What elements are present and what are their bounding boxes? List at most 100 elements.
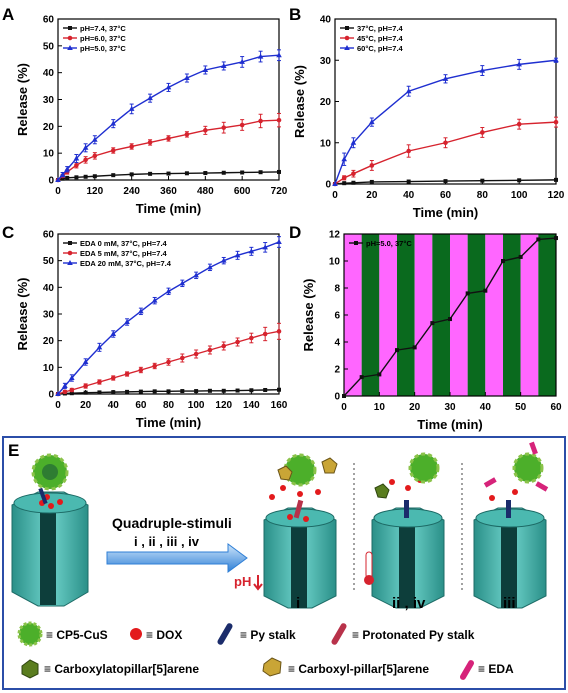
data-point	[516, 61, 522, 67]
data-point	[406, 148, 411, 154]
data-point	[73, 155, 80, 161]
data-point	[97, 390, 102, 395]
x-tick-label: 480	[197, 186, 214, 197]
data-point	[395, 348, 399, 353]
y-tick-label: 20	[43, 336, 55, 347]
panel-letter-b: B	[289, 5, 301, 24]
data-point	[239, 122, 245, 128]
dox-icon	[130, 628, 142, 640]
data-point	[92, 174, 97, 179]
legend-eda: ≡ EDA	[478, 662, 514, 676]
legend-marker	[354, 241, 358, 245]
condition-label-ii-iv: ii , iv	[392, 595, 426, 612]
data-point	[147, 140, 153, 145]
data-point	[516, 121, 522, 127]
data-point	[125, 389, 130, 394]
legend-label: pH=5.0, 37°C	[366, 239, 412, 248]
y-tick-label: 50	[43, 41, 55, 52]
released-pore-iii	[473, 441, 549, 609]
data-point	[277, 169, 281, 174]
background-band	[485, 234, 503, 396]
data-point	[220, 62, 227, 68]
scheme-panel: E Quadruple-stimuli i , ii , iii , iv pH	[2, 436, 566, 690]
legend-py-stalk: ≡ Py stalk	[240, 628, 296, 642]
data-point	[554, 236, 558, 241]
data-point	[59, 171, 66, 177]
data-point	[111, 390, 116, 395]
legend-label: EDA 20 mM, 37°C, pH=7.4	[80, 259, 172, 268]
panel-letter-d: D	[289, 223, 301, 242]
legend-label: pH=6.0, 37°C	[80, 34, 126, 43]
chart-c: 0 20 40 60 80 100 120 140 160 0 10 20 30 40 50 60 Time (…	[15, 230, 288, 431]
data-point	[263, 388, 268, 392]
y-tick-label: 0	[325, 180, 331, 191]
data-point	[203, 171, 208, 176]
legend-protonated-py-stalk: ≡ Protonated Py stalk	[352, 628, 475, 642]
data-point	[351, 171, 356, 176]
x-axis-label: Time (min)	[417, 417, 483, 432]
legend-marker	[344, 35, 350, 41]
condition-label-i: i	[296, 595, 300, 612]
data-point	[92, 153, 98, 159]
chart-a: 0 120 240 360 480 600 720 0 10 20 30 40 50 60 Time (mi…	[15, 15, 288, 217]
data-point	[443, 140, 448, 146]
y-axis-label: Release (%)	[15, 278, 30, 351]
data-point	[64, 166, 71, 172]
data-point	[239, 58, 245, 64]
data-point	[166, 171, 171, 176]
y-tick-label: 50	[43, 256, 55, 267]
data-point	[165, 288, 172, 294]
data-point	[430, 321, 435, 326]
cp5-cus-icon	[17, 621, 43, 647]
data-point	[369, 163, 375, 168]
thermometer-icon	[365, 551, 373, 579]
data-point	[258, 118, 263, 124]
data-point	[221, 388, 226, 393]
data-point	[202, 66, 209, 72]
legend-label: EDA 0 mM, 37°C, pH=7.4	[80, 239, 168, 248]
released-pore-ii-iv	[364, 452, 445, 609]
data-point	[129, 144, 134, 149]
data-point	[69, 391, 74, 396]
y-tick-label: 20	[43, 122, 55, 133]
data-point	[517, 178, 522, 183]
data-point	[240, 170, 245, 175]
series-line	[57, 119, 280, 181]
data-point	[193, 272, 199, 278]
data-point	[179, 280, 186, 286]
data-point	[351, 180, 356, 185]
data-point	[110, 148, 116, 153]
data-point	[341, 175, 347, 181]
x-tick-label: 140	[243, 400, 260, 411]
data-point	[62, 389, 68, 395]
x-tick-label: 360	[160, 186, 177, 197]
data-point	[443, 179, 448, 184]
data-point	[207, 388, 212, 393]
data-point	[359, 375, 364, 380]
data-point	[332, 181, 338, 186]
data-point	[448, 317, 452, 322]
x-tick-label: 20	[80, 400, 92, 411]
x-tick-label: 40	[108, 400, 120, 411]
panel-letter-c: C	[2, 223, 14, 242]
data-point	[249, 335, 254, 341]
data-point	[110, 120, 117, 126]
protonated-py-stalk-icon	[331, 623, 347, 645]
data-point	[110, 331, 117, 336]
ph-down-arrow-icon	[253, 575, 263, 591]
y-tick-label: 60	[43, 230, 55, 241]
data-point	[483, 288, 488, 293]
data-point	[147, 95, 153, 101]
series-line	[57, 54, 280, 181]
y-axis-label: Release (%)	[292, 65, 307, 138]
data-point	[65, 175, 70, 180]
y-tick-label: 0	[334, 392, 340, 403]
data-point	[262, 244, 268, 250]
data-point	[83, 157, 88, 163]
y-tick-label: 8	[334, 284, 340, 295]
data-point	[138, 389, 143, 394]
carboxylatopillar-icon	[21, 659, 39, 679]
py-stalk-icon	[217, 623, 233, 645]
arrow-label: Quadruple-stimuli	[112, 515, 232, 531]
x-tick-label: 40	[480, 402, 492, 413]
